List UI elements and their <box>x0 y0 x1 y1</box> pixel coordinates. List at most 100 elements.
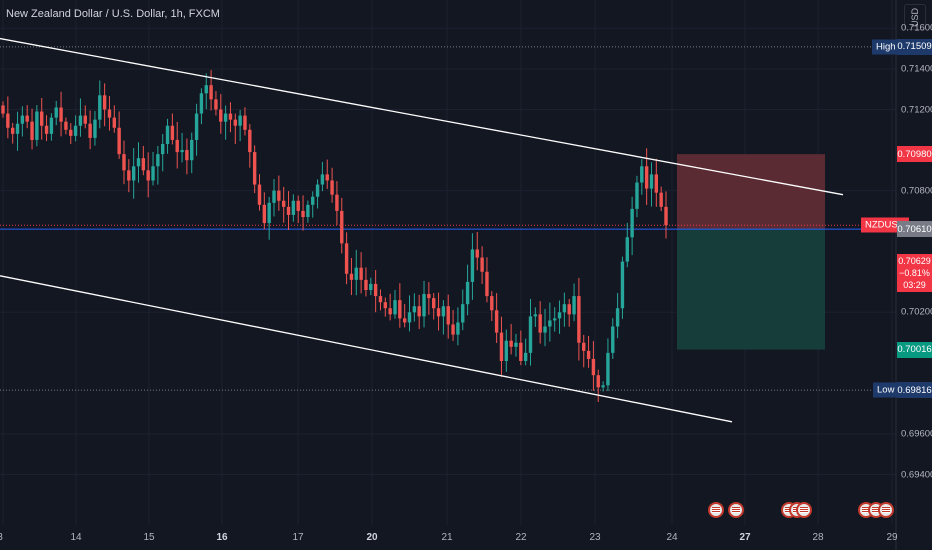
candle-body <box>214 99 218 110</box>
price-tick-label: 0.71600 <box>901 22 932 34</box>
candle-body <box>499 332 504 361</box>
candle-body <box>562 304 567 313</box>
us-flag-event-icon[interactable] <box>878 502 894 518</box>
candle-body <box>615 308 620 327</box>
candle-body <box>349 273 354 280</box>
take-profit-zone[interactable] <box>677 229 825 350</box>
candle-body <box>364 279 368 291</box>
candle-body <box>330 180 334 195</box>
candle-body <box>441 306 446 317</box>
candle-body <box>582 342 586 351</box>
candle-body <box>243 115 247 130</box>
us-flag-event-icon[interactable] <box>728 502 744 518</box>
candle-body <box>277 190 281 201</box>
candle-body <box>262 204 267 224</box>
candle-body <box>6 113 10 128</box>
candle-body <box>577 296 581 343</box>
candle-body <box>354 267 358 280</box>
time-tick-label: 17 <box>292 532 304 543</box>
candle-body <box>233 119 237 126</box>
candle-body <box>156 154 160 167</box>
high-price-tag: 0.71509 <box>897 38 932 55</box>
candle-body <box>54 107 58 118</box>
candle-body <box>432 298 436 309</box>
candle-body <box>296 200 300 211</box>
candle-body <box>398 300 402 319</box>
candle-body <box>494 310 499 333</box>
candle-body <box>470 249 475 282</box>
entry-price-tag: 0.70610 <box>897 221 932 238</box>
candle-body <box>117 127 121 155</box>
candle-body <box>417 306 421 317</box>
price-tick-label: 0.69400 <box>901 469 932 481</box>
candle-body <box>25 115 29 122</box>
candle-body <box>373 283 378 297</box>
candle-body <box>88 123 92 138</box>
high-label: High <box>872 39 900 55</box>
candle-body <box>69 129 73 136</box>
candle-body <box>451 324 455 335</box>
candle-body <box>465 281 470 305</box>
candle-body <box>461 304 465 323</box>
chart-title: New Zealand Dollar / U.S. Dollar, 1h, FX… <box>6 8 220 20</box>
candle-body <box>378 296 383 303</box>
candle-body <box>606 352 610 386</box>
candle-body <box>591 358 596 376</box>
time-tick-label: 14 <box>70 532 82 543</box>
time-tick-label: 21 <box>441 532 453 543</box>
candle-body <box>659 192 663 207</box>
candle-body <box>161 143 165 155</box>
candle-body <box>107 109 112 118</box>
candle-body <box>630 208 634 238</box>
candle-body <box>340 210 344 244</box>
candle-body <box>475 249 479 258</box>
price-tick-label: 0.69600 <box>901 428 932 440</box>
candle-body <box>306 204 310 217</box>
candle-body <box>122 154 126 171</box>
candle-body <box>311 196 315 205</box>
us-flag-event-icon[interactable] <box>796 502 812 518</box>
us-flag-event-icon[interactable] <box>708 502 724 518</box>
candle-body <box>151 166 155 181</box>
candle-body <box>325 174 329 181</box>
candle-body <box>1 105 5 114</box>
time-tick-label: 15 <box>143 532 155 543</box>
time-tick-label: 23 <box>589 532 601 543</box>
candle-body <box>102 95 107 110</box>
candlestick-series <box>1 69 668 403</box>
upper-trendline[interactable] <box>0 37 844 196</box>
candle-body <box>175 139 179 153</box>
stop-loss-zone[interactable] <box>677 154 825 230</box>
candle-body <box>199 93 204 114</box>
candle-body <box>436 308 441 317</box>
candle-body <box>15 123 20 134</box>
candle-body <box>344 243 349 274</box>
candle-body <box>509 340 513 347</box>
candle-body <box>73 125 78 136</box>
candle-body <box>238 115 242 126</box>
price-tick-label: 0.71400 <box>901 63 932 75</box>
candle-body <box>427 294 431 299</box>
candle-body <box>301 210 305 217</box>
candle-body <box>141 158 146 171</box>
candle-body <box>112 117 117 128</box>
candle-body <box>49 117 54 134</box>
candle-body <box>640 166 644 183</box>
price-tick-label: 0.70200 <box>901 306 932 318</box>
candle-body <box>388 308 392 315</box>
candle-body <box>93 119 97 138</box>
candle-body <box>131 166 136 181</box>
candle-body <box>359 267 363 280</box>
lower-trendline[interactable] <box>0 275 733 423</box>
candle-body <box>519 342 523 361</box>
bar-countdown: 03:29 <box>903 280 926 290</box>
candle-body <box>523 352 528 361</box>
time-tick-label: 24 <box>666 532 678 543</box>
candle-body <box>567 304 571 315</box>
candle-body <box>64 121 68 130</box>
time-tick-label: 29 <box>886 532 898 543</box>
candle-body <box>20 115 25 124</box>
symbol-label: NZDUSD <box>861 217 909 233</box>
current-price-tag: 0.70629 −0.81% 03:29 <box>897 254 932 292</box>
